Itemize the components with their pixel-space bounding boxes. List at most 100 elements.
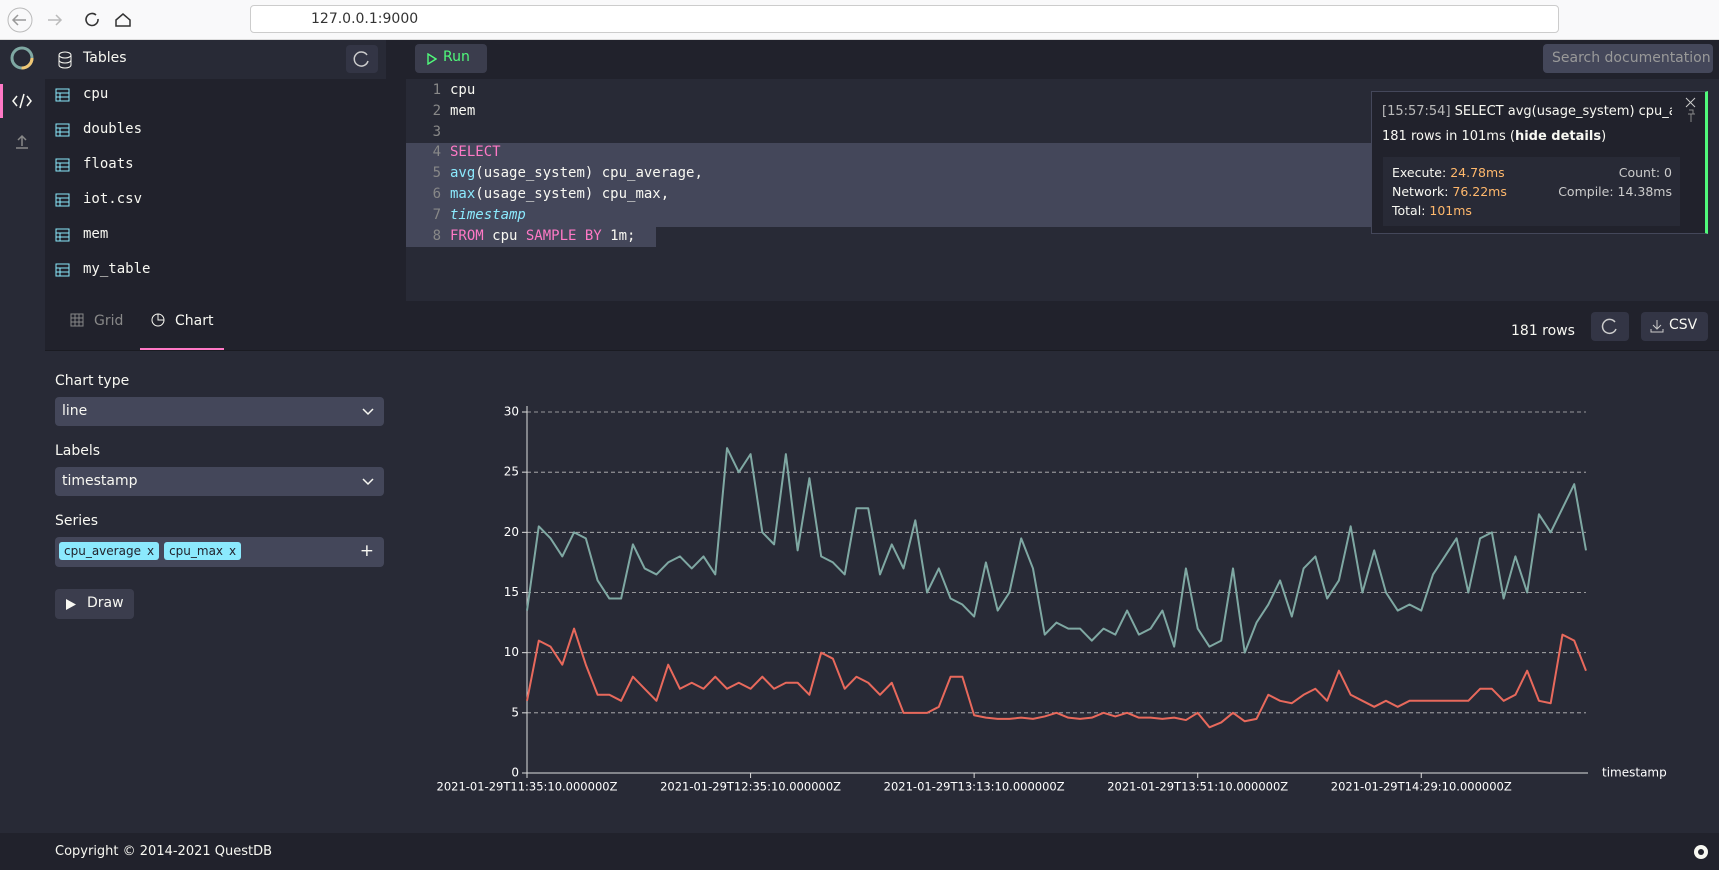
table-item[interactable]: mem xyxy=(45,224,386,259)
table-name: cpu xyxy=(83,86,109,102)
code-line: SELECT xyxy=(450,142,703,163)
tab-grid[interactable]: Grid xyxy=(70,313,123,329)
table-item[interactable]: floats xyxy=(45,154,386,189)
chart: 0 5 10 15 20 25 30 2021-01-29T11:35:10.000000Z 2… xyxy=(437,405,1667,794)
code-line: cpu xyxy=(450,80,703,101)
nav-icons xyxy=(0,46,34,149)
draw-label: Draw xyxy=(87,595,124,611)
close-pin[interactable] xyxy=(1684,96,1698,126)
run-label: Run xyxy=(443,49,470,65)
code-line xyxy=(450,122,703,143)
code-line: max(usage_system) cpu_max, xyxy=(450,184,703,205)
tab-label: Chart xyxy=(175,313,214,329)
line-number: 7 xyxy=(432,206,441,223)
tab-chart[interactable]: Chart xyxy=(151,313,213,329)
code: cpu mem SELECT avg(usage_system) cpu_ave… xyxy=(450,80,703,246)
token: cpu xyxy=(450,82,476,98)
y-tick-label: 5 xyxy=(511,705,519,719)
tab-underline xyxy=(140,348,224,350)
row-count: 181 rows xyxy=(1511,323,1575,339)
x-tick-label: 2021-01-29T12:35:10.000000Z xyxy=(660,780,841,794)
selection xyxy=(406,226,656,247)
total: Total: 101ms xyxy=(1392,203,1472,218)
url: 127.0.0.1:9000 xyxy=(311,11,419,27)
x-tick-label: 2021-01-29T11:35:10.000000Z xyxy=(437,780,618,794)
footer: Copyright © 2014-2021 QuestDB xyxy=(0,833,1719,870)
y-tick-label: 15 xyxy=(504,585,519,599)
csv-label: CSV xyxy=(1669,317,1698,333)
table-list: cpu doubles floats iot.csv mem my_table xyxy=(45,84,386,294)
nav-icons xyxy=(7,7,131,33)
url-box[interactable]: 127.0.0.1:9000 xyxy=(250,5,1559,33)
table-name: iot.csv xyxy=(83,191,143,207)
execute: Execute: 24.78ms xyxy=(1392,165,1505,180)
token: max xyxy=(450,185,476,202)
notification-title: [15:57:54] SELECT avg(usage_system) cpu_… xyxy=(1382,104,1672,119)
code-line: mem xyxy=(450,101,703,122)
chip-remove: x xyxy=(229,544,237,558)
y-tick-label: 30 xyxy=(504,405,519,419)
series-chip[interactable]: cpu_average x xyxy=(59,542,160,560)
add[interactable]: + xyxy=(359,541,374,561)
series-chip[interactable]: cpu_max x xyxy=(164,542,242,560)
table-name: doubles xyxy=(83,121,143,137)
select-value: timestamp xyxy=(62,473,138,489)
x-axis-title: timestamp xyxy=(1602,766,1667,780)
chart-type-select[interactable]: line xyxy=(55,397,384,426)
token: SAMPLE BY xyxy=(525,227,602,244)
chart-type-label: Chart type xyxy=(55,373,130,389)
value: 76.22ms xyxy=(1452,184,1507,199)
table-name: mem xyxy=(83,226,109,242)
csv-button[interactable]: CSV xyxy=(1641,312,1708,341)
summary: 181 rows in 101ms ( xyxy=(1382,129,1515,144)
y-tick-label: 20 xyxy=(504,525,519,539)
label: Execute: xyxy=(1392,165,1447,180)
table-item[interactable]: my_table xyxy=(45,259,386,294)
series-line xyxy=(526,447,1587,654)
table-item[interactable]: cpu xyxy=(45,84,386,119)
label: Network: xyxy=(1392,184,1449,199)
tab-label: Grid xyxy=(94,313,124,329)
value: 101ms xyxy=(1429,203,1472,218)
line-number: 4 xyxy=(432,144,441,161)
table-name: floats xyxy=(83,156,134,172)
chip-name: cpu_average xyxy=(64,544,141,558)
draw-button[interactable]: Draw xyxy=(55,589,134,619)
labels-select[interactable]: timestamp xyxy=(55,467,384,496)
token: SELECT xyxy=(450,144,501,161)
count: Count: 0 xyxy=(1618,165,1672,180)
summary-end: ) xyxy=(1601,129,1607,144)
query: SELECT avg(usage_system) cpu_aver... xyxy=(1454,104,1672,119)
editor-toolbar: Run Search documentation xyxy=(386,40,1719,79)
table-item[interactable]: iot.csv xyxy=(45,189,386,224)
series-line xyxy=(526,627,1587,729)
token: (usage_system) cpu_max, xyxy=(475,185,670,202)
run-button[interactable]: Run xyxy=(415,44,487,73)
gutter xyxy=(386,79,406,301)
line-number: 1 xyxy=(432,82,441,98)
compile: Compile: 14.38ms xyxy=(1558,184,1672,199)
details: Execute: 24.78ms Network: 76.22ms Total:… xyxy=(1383,157,1680,226)
table-item[interactable]: doubles xyxy=(45,119,386,154)
y-tick-label: 10 xyxy=(504,645,519,659)
series-select[interactable]: cpu_average x cpu_max x + xyxy=(55,537,384,567)
select-value: line xyxy=(62,403,88,419)
line-numbers: 1 2 3 4 5 6 7 8 xyxy=(406,80,441,246)
line-number: 2 xyxy=(432,102,441,119)
notification-summary: 181 rows in 101ms (hide details) xyxy=(1382,129,1606,144)
x-tick-label: 2021-01-29T14:29:10.000000Z xyxy=(1331,780,1512,794)
search-placeholder: Search documentation xyxy=(1552,50,1711,66)
y-tick-label: 25 xyxy=(504,465,519,479)
refresh-button[interactable] xyxy=(1591,312,1629,341)
token: cpu xyxy=(483,227,526,244)
label: Total: xyxy=(1392,203,1426,218)
github-icon[interactable] xyxy=(1693,844,1709,860)
nav-strip xyxy=(0,40,45,833)
search-input[interactable]: Search documentation xyxy=(1543,44,1713,73)
series-label: Series xyxy=(55,513,99,529)
refresh-button[interactable] xyxy=(346,45,378,73)
toggle[interactable]: hide details xyxy=(1514,129,1602,144)
chip-remove: x xyxy=(146,544,155,558)
tables-header: Tables xyxy=(45,40,386,79)
